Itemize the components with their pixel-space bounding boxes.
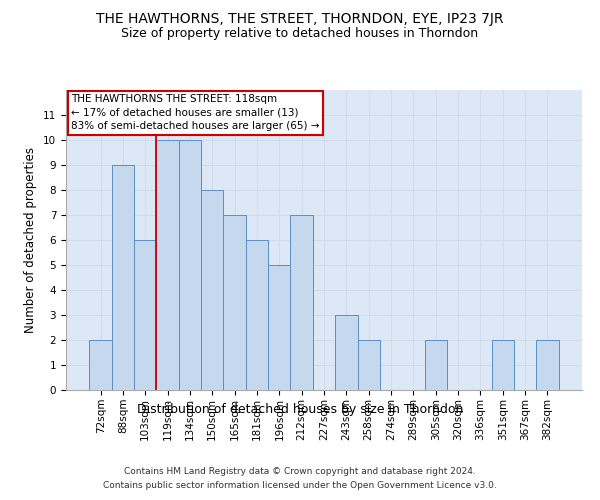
Bar — [268, 265, 290, 390]
Bar — [246, 240, 268, 390]
Bar — [179, 140, 201, 390]
Bar — [157, 140, 179, 390]
Bar — [536, 340, 559, 390]
Text: Contains HM Land Registry data © Crown copyright and database right 2024.: Contains HM Land Registry data © Crown c… — [124, 468, 476, 476]
Text: Size of property relative to detached houses in Thorndon: Size of property relative to detached ho… — [121, 28, 479, 40]
Bar — [134, 240, 157, 390]
Text: THE HAWTHORNS THE STREET: 118sqm
← 17% of detached houses are smaller (13)
83% o: THE HAWTHORNS THE STREET: 118sqm ← 17% o… — [71, 94, 320, 131]
Bar — [425, 340, 447, 390]
Text: Contains public sector information licensed under the Open Government Licence v3: Contains public sector information licen… — [103, 481, 497, 490]
Y-axis label: Number of detached properties: Number of detached properties — [25, 147, 37, 333]
Bar — [290, 215, 313, 390]
Bar — [201, 190, 223, 390]
Bar — [491, 340, 514, 390]
Bar — [112, 165, 134, 390]
Bar — [335, 315, 358, 390]
Bar — [223, 215, 246, 390]
Text: THE HAWTHORNS, THE STREET, THORNDON, EYE, IP23 7JR: THE HAWTHORNS, THE STREET, THORNDON, EYE… — [96, 12, 504, 26]
Text: Distribution of detached houses by size in Thorndon: Distribution of detached houses by size … — [137, 402, 463, 415]
Bar — [358, 340, 380, 390]
Bar — [89, 340, 112, 390]
